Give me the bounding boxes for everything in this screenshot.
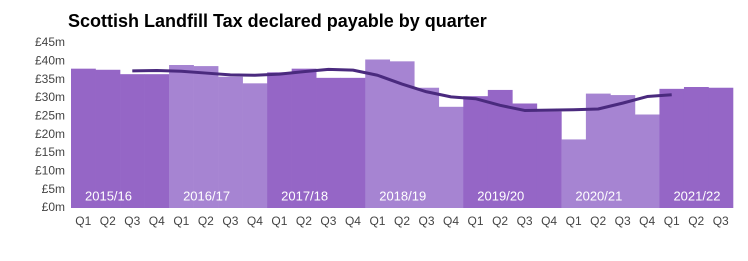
x-tick-label: Q4 [345, 214, 361, 228]
bar [144, 74, 170, 209]
year-label: 2019/20 [477, 188, 524, 203]
bar [683, 87, 709, 208]
x-tick-label: Q1 [75, 214, 91, 228]
x-tick-label: Q2 [198, 214, 214, 228]
bar [610, 95, 636, 208]
bar [242, 83, 268, 208]
x-tick-label: Q2 [394, 214, 410, 228]
x-tick-label: Q1 [664, 214, 680, 228]
x-tick-label: Q1 [369, 214, 385, 228]
year-label: 2017/18 [281, 188, 328, 203]
bar [267, 72, 292, 208]
bar [365, 59, 391, 208]
bar [708, 87, 734, 208]
bar [585, 93, 611, 208]
y-tick-label: £30m [35, 90, 65, 104]
x-tick-label: Q3 [713, 214, 729, 228]
x-tick-label: Q3 [124, 214, 140, 228]
year-label: 2021/22 [673, 188, 720, 203]
x-tick-label: Q2 [688, 214, 704, 228]
line [132, 67, 672, 112]
x-tick-label: Q2 [590, 214, 606, 228]
x-tick-label: Q3 [419, 214, 435, 228]
x-tick-label: Q3 [320, 214, 336, 228]
x-tick-label: Q3 [517, 214, 533, 228]
x-tick-label: Q1 [468, 214, 484, 228]
year-label: 2015/16 [85, 188, 132, 203]
bar [438, 106, 464, 208]
x-tick-label: Q2 [296, 214, 312, 228]
x-tick-label: Q4 [639, 214, 655, 228]
y-tick-label: £20m [35, 127, 65, 141]
y-tick-label: £25m [35, 109, 65, 123]
bar [536, 111, 562, 208]
bar [340, 77, 366, 208]
bar [487, 89, 513, 208]
year-label: 2020/21 [575, 188, 622, 203]
x-tick-label: Q4 [443, 214, 459, 228]
bar [561, 139, 587, 208]
y-tick-label: £0m [42, 200, 65, 214]
bar [463, 96, 489, 208]
bar [120, 74, 145, 209]
bar [169, 65, 194, 208]
bar [193, 66, 219, 208]
bar [95, 69, 121, 209]
bar [291, 68, 317, 209]
x-tick-label: Q4 [247, 214, 263, 228]
x-tick-label: Q1 [566, 214, 582, 228]
bar [218, 76, 243, 208]
bar [659, 88, 685, 208]
bar [71, 68, 96, 209]
chart-title: Scottish Landfill Tax declared payable b… [68, 11, 487, 31]
x-tick-label: Q1 [271, 214, 287, 228]
y-tick-label: £15m [35, 145, 65, 159]
bar [512, 103, 538, 208]
y-tick-label: £40m [35, 54, 65, 68]
year-label: 2016/17 [183, 188, 230, 203]
x-tick-label: Q3 [222, 214, 238, 228]
y-tick-label: £10m [35, 164, 65, 178]
x-tick-label: Q2 [492, 214, 508, 228]
x-tick-label: Q4 [541, 214, 557, 228]
bar [634, 114, 660, 208]
x-tick-label: Q4 [149, 214, 165, 228]
bar [414, 87, 440, 208]
x-tick-label: Q1 [173, 214, 189, 228]
y-tick-label: £35m [35, 72, 65, 86]
bar [316, 77, 342, 208]
x-tick-label: Q2 [100, 214, 116, 228]
y-tick-label: £45m [35, 35, 65, 49]
y-tick-label: £5m [42, 182, 65, 196]
year-label: 2018/19 [379, 188, 426, 203]
x-tick-label: Q3 [615, 214, 631, 228]
